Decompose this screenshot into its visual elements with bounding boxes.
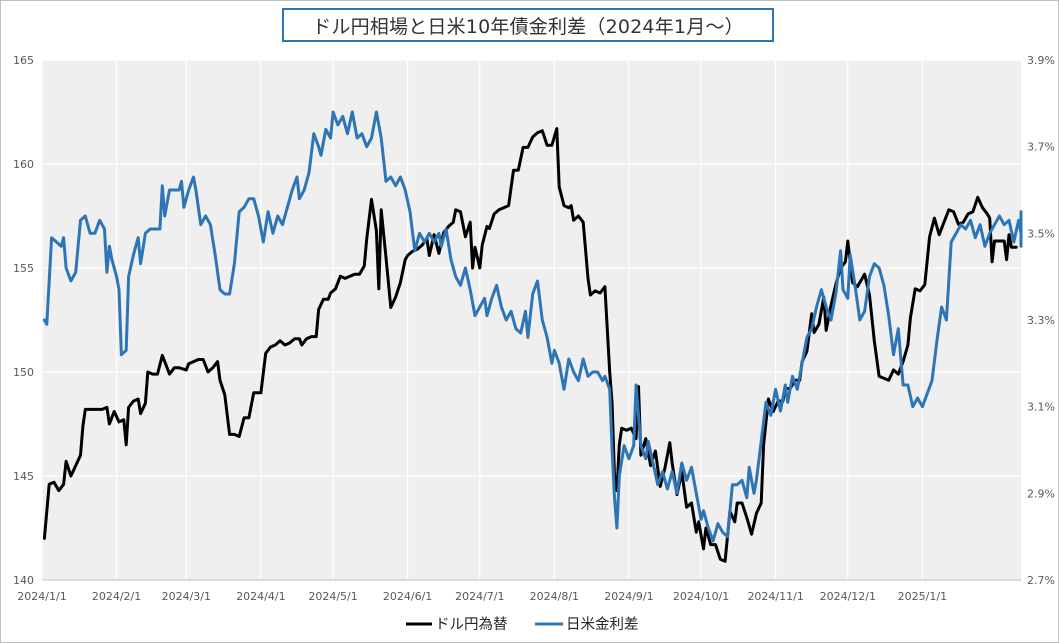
series-line-usdjpy: [42, 127, 1018, 563]
legend-label-usdjpy: ドル円為替: [435, 616, 508, 633]
y-right-tick-label: 2.9%: [1027, 487, 1055, 500]
series-lines: [42, 110, 1023, 563]
chart-title: ドル円相場と日米10年債金利差（2024年1月～）: [312, 15, 744, 38]
y-axis-right-ticks: 2.7% 2.9% 3.1% 3.3% 3.5% 3.7% 3.9%: [1027, 54, 1055, 587]
y-left-tick-label: 155: [13, 262, 34, 275]
y-left-tick-label: 145: [13, 470, 34, 483]
y-right-tick-label: 3.5%: [1027, 227, 1055, 240]
y-right-tick-label: 2.7%: [1027, 574, 1055, 587]
series-line-rate-diff: [42, 110, 1023, 543]
x-tick-label: 2024/9/1: [604, 590, 653, 603]
x-tick-label: 2024/1/1: [17, 590, 66, 603]
x-tick-label: 2024/4/1: [236, 590, 285, 603]
x-tick-label: 2024/3/1: [162, 590, 211, 603]
y-right-tick-label: 3.3%: [1027, 314, 1055, 327]
x-tick-label: 2025/1/1: [898, 590, 947, 603]
y-right-tick-label: 3.1%: [1027, 401, 1055, 414]
x-tick-label: 2024/8/1: [530, 590, 579, 603]
x-tick-label: 2024/5/1: [308, 590, 357, 603]
x-tick-label: 2024/10/1: [673, 590, 729, 603]
gridlines: [41, 59, 1021, 581]
x-tick-label: 2024/12/1: [820, 590, 876, 603]
y-left-tick-label: 160: [13, 158, 34, 171]
y-left-tick-label: 140: [13, 574, 34, 587]
y-left-tick-label: 150: [13, 366, 34, 379]
x-axis-ticks: 2024/1/1 2024/2/1 2024/3/1 2024/4/1 2024/5/1…: [17, 590, 947, 603]
x-tick-label: 2024/11/1: [747, 590, 803, 603]
y-right-tick-label: 3.7%: [1027, 141, 1055, 154]
plot-background: [42, 60, 1021, 580]
legend: ドル円為替 日米金利差: [406, 616, 639, 633]
legend-label-rate-diff: 日米金利差: [566, 616, 639, 633]
y-right-tick-label: 3.9%: [1027, 54, 1055, 67]
x-tick-label: 2024/7/1: [455, 590, 504, 603]
x-tick-label: 2024/2/1: [92, 590, 141, 603]
chart-title-box: ドル円相場と日米10年債金利差（2024年1月～）: [282, 8, 774, 42]
y-axis-left-ticks: 140 145 150 155 160 165: [13, 54, 34, 587]
x-tick-label: 2024/6/1: [383, 590, 432, 603]
y-left-tick-label: 165: [13, 54, 34, 67]
